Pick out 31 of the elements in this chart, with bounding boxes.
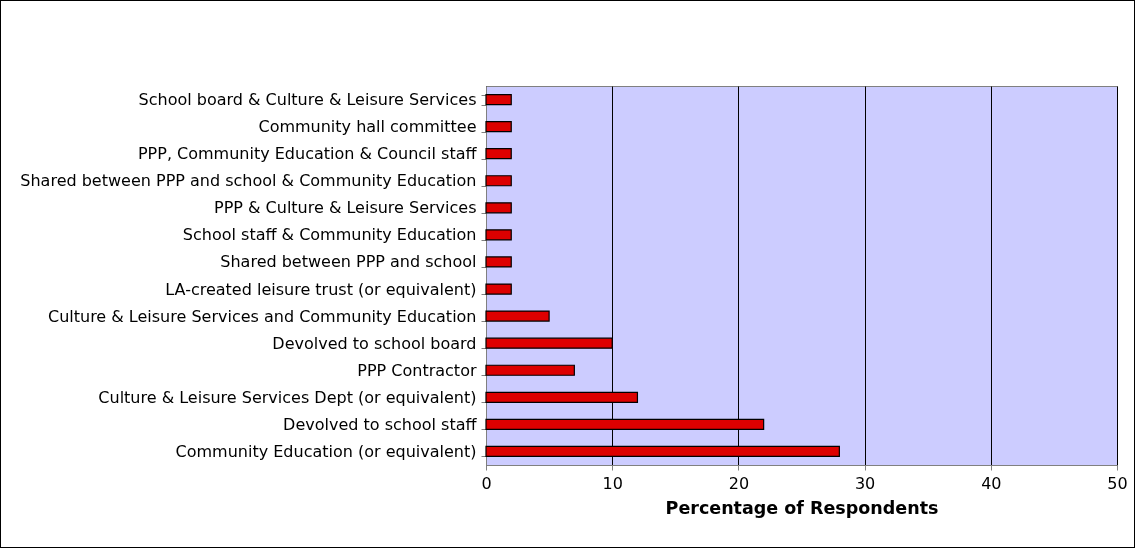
y-tick-label: LA-created leisure trust (or equivalent) (165, 279, 477, 299)
y-tick-label: Community hall committee (258, 117, 477, 137)
y-tick-label: Shared between PPP and school & Community Education (20, 171, 477, 191)
x-tick-label: 50 (1107, 473, 1128, 493)
y-tick-label: PPP & Culture & Leisure Services (213, 198, 477, 218)
y-tick-label: Shared between PPP and school (220, 252, 477, 272)
bar (485, 310, 550, 322)
y-tick-label: PPP, Community Education & Council staff (137, 144, 478, 164)
bar (485, 283, 512, 295)
y-tick-label: Culture & Leisure Services and Community Education (47, 306, 477, 326)
x-tick-label: 0 (481, 473, 492, 493)
bar (485, 256, 512, 268)
x-tick-label: 40 (981, 473, 1002, 493)
y-tick-label: Devolved to school board (272, 333, 477, 353)
x-tick-label: 30 (854, 473, 876, 493)
y-tick-label: Culture & Leisure Services Dept (or equivalent) (98, 387, 477, 407)
bar (485, 202, 512, 214)
bar (485, 364, 575, 376)
bar (485, 229, 512, 241)
x-axis-title: Percentage of Respondents (665, 497, 939, 518)
bar (485, 93, 512, 106)
y-tick-label: School staff & Community Education (182, 225, 477, 245)
y-tick-label: Community Education (or equivalent) (175, 441, 477, 461)
bar (485, 121, 512, 133)
y-tick-label: Devolved to school staff (283, 414, 478, 434)
x-tick-label: 20 (728, 473, 750, 493)
bar (485, 148, 512, 160)
y-tick-label: School board & Culture & Leisure Services (138, 90, 477, 110)
bar (485, 175, 512, 187)
x-tick-label: 10 (602, 473, 623, 493)
y-tick-label: PPP Contractor (357, 360, 477, 380)
